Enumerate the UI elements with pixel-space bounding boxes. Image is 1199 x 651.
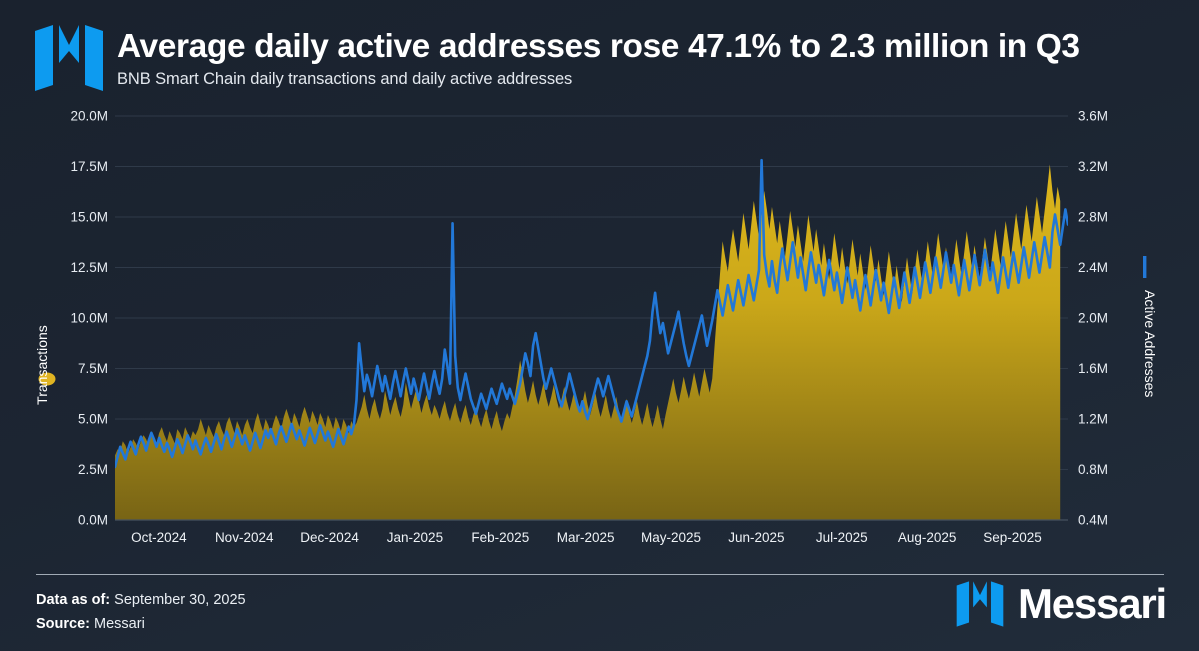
messari-m-icon xyxy=(956,581,1004,627)
left-axis-tick-label: 0.0M xyxy=(78,513,108,528)
page-subtitle: BNB Smart Chain daily transactions and d… xyxy=(117,70,573,88)
chart-header: Average daily active addresses rose 47.1… xyxy=(0,0,1199,100)
right-axis-tick-label: 2.4M xyxy=(1078,260,1108,275)
x-axis-tick-label: May-2025 xyxy=(641,530,701,545)
x-axis-tick-label: Mar-2025 xyxy=(557,530,615,545)
x-axis-tick-label: Jun-2025 xyxy=(728,530,784,545)
x-axis-tick-label: Sep-2025 xyxy=(983,530,1042,545)
source-line: Source: Messari xyxy=(36,612,246,636)
right-axis-tick-label: 2.8M xyxy=(1078,210,1108,225)
x-axis-tick-label: Jul-2025 xyxy=(816,530,868,545)
left-axis-ticks: 20.0M 17.5M 15.0M 12.5M 10.0M 7.5M 5.0M 2.5M 0.0… xyxy=(70,109,108,528)
x-axis-tick-label: Aug-2025 xyxy=(898,530,957,545)
right-axis-legend: Active Addresses xyxy=(1142,256,1158,397)
left-axis-tick-label: 17.5M xyxy=(70,159,108,174)
source-value: Messari xyxy=(94,616,145,632)
data-as-of-value: September 30, 2025 xyxy=(114,592,246,608)
left-axis-tick-label: 12.5M xyxy=(70,260,108,275)
right-axis-tick-label: 0.4M xyxy=(1078,513,1108,528)
footer-meta: Data as of: September 30, 2025 Source: M… xyxy=(36,588,246,636)
left-axis-tick-label: 5.0M xyxy=(78,412,108,427)
transactions-area-series xyxy=(115,164,1061,520)
page-title: Average daily active addresses rose 47.1… xyxy=(117,28,1080,65)
data-as-of-line: Data as of: September 30, 2025 xyxy=(36,588,246,612)
left-axis-tick-label: 15.0M xyxy=(70,210,108,225)
title-block: Average daily active addresses rose 47.1… xyxy=(117,27,1157,89)
source-label: Source: xyxy=(36,616,90,632)
messari-m-icon xyxy=(35,25,103,91)
left-axis-tick-label: 7.5M xyxy=(78,361,108,376)
gold-dot-icon xyxy=(38,372,56,386)
right-axis-tick-label: 3.2M xyxy=(1078,159,1108,174)
right-axis-title: Active Addresses xyxy=(1142,290,1158,397)
left-axis-tick-label: 2.5M xyxy=(78,462,108,477)
blue-line-icon xyxy=(1143,256,1147,278)
data-as-of-label: Data as of: xyxy=(36,592,111,608)
brand-wordmark: Messari xyxy=(1017,580,1167,627)
left-axis-legend: Transactions xyxy=(34,325,56,405)
right-axis-tick-label: 2.0M xyxy=(1078,311,1108,326)
active-addresses-line-series xyxy=(115,158,1068,469)
x-axis-tick-label: Jan-2025 xyxy=(387,530,443,545)
chart-svg: 20.0M 17.5M 15.0M 12.5M 10.0M 7.5M 5.0M 2.5M 0.0… xyxy=(34,109,1158,546)
right-axis-tick-label: 0.8M xyxy=(1078,462,1108,477)
right-axis-tick-label: 1.2M xyxy=(1078,412,1108,427)
footer-brand: Messari xyxy=(954,580,1167,628)
x-axis-tick-label: Feb-2025 xyxy=(471,530,529,545)
chart-plot-area: 20.0M 17.5M 15.0M 12.5M 10.0M 7.5M 5.0M 2.5M 0.0… xyxy=(0,100,1199,560)
chart-footer: Data as of: September 30, 2025 Source: M… xyxy=(0,560,1199,651)
x-axis-ticks: Oct-2024 Nov-2024 Dec-2024 Jan-2025 Feb-2025… xyxy=(131,530,1042,545)
left-axis-title: Transactions xyxy=(34,325,50,405)
right-axis-tick-label: 3.6M xyxy=(1078,109,1108,124)
x-axis-tick-label: Dec-2024 xyxy=(300,530,359,545)
footer-divider xyxy=(36,574,1164,575)
left-axis-tick-label: 20.0M xyxy=(70,109,108,124)
right-axis-ticks: 3.6M 3.2M 2.8M 2.4M 2.0M 1.6M 1.2M 0.8M 0.4M xyxy=(1078,109,1108,528)
x-axis-tick-label: Nov-2024 xyxy=(215,530,274,545)
right-axis-tick-label: 1.6M xyxy=(1078,361,1108,376)
left-axis-tick-label: 10.0M xyxy=(70,311,108,326)
x-axis-tick-label: Oct-2024 xyxy=(131,530,187,545)
